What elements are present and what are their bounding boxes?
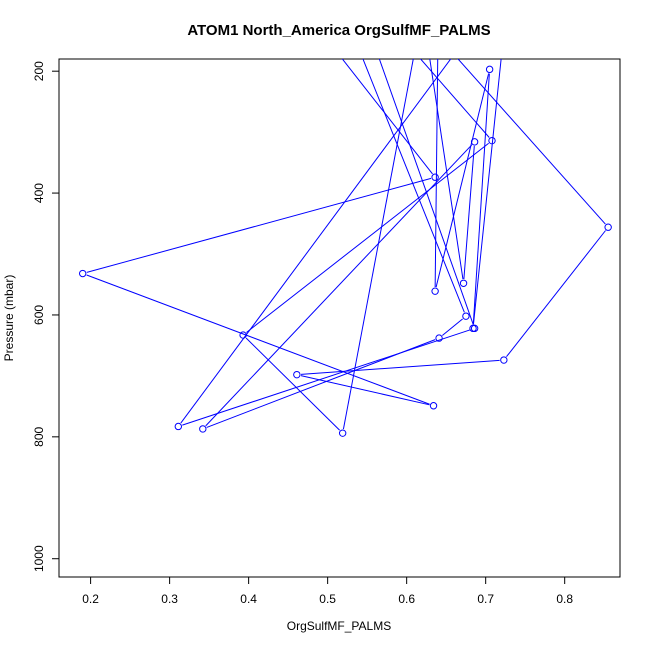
data-point (199, 425, 207, 433)
series-line-segment (245, 337, 341, 431)
data-point (470, 138, 479, 146)
y-axis-label: Pressure (mbar) (2, 275, 16, 362)
y-tick-label: 200 (32, 61, 46, 81)
data-point (431, 287, 439, 295)
data-point (79, 269, 87, 278)
data-point (174, 422, 183, 431)
y-tick-label: 400 (32, 183, 46, 203)
series-line-segment (435, 73, 490, 288)
x-tick-label: 0.8 (556, 592, 573, 606)
x-axis: 0.2 0.3 0.4 0.5 0.6 0.7 0.8 (82, 577, 573, 606)
y-tick-label: 800 (32, 427, 46, 447)
series-line-segment (300, 375, 430, 406)
x-tick-label: 0.5 (319, 592, 336, 606)
series-line-segment (86, 274, 430, 405)
series-line-segment (441, 318, 463, 336)
series-line-segment (472, 73, 490, 325)
data-point (462, 312, 470, 320)
y-tick-label: 600 (32, 305, 46, 325)
x-tick-label: 0.6 (398, 592, 415, 606)
data-point (239, 331, 247, 339)
series-line-segment (206, 339, 436, 428)
series-line-segment (506, 230, 606, 358)
data-point (604, 223, 612, 231)
series-line-segment (429, 59, 464, 280)
data-point (338, 429, 347, 437)
data-point (488, 136, 496, 145)
data-point (431, 173, 439, 181)
series-line-segment (246, 142, 489, 333)
data-point (500, 356, 508, 364)
series-line-segment (378, 59, 474, 325)
data-point (485, 65, 494, 74)
data-point (459, 279, 468, 287)
x-tick-label: 0.2 (82, 592, 99, 606)
x-tick-label: 0.4 (240, 592, 257, 606)
data-point (435, 334, 443, 342)
series-line-segment (86, 177, 432, 273)
series-line-segment (180, 59, 452, 424)
data-point (470, 324, 479, 333)
series-line-segment (342, 59, 414, 430)
y-tick-label: 1000 (32, 545, 46, 572)
series-line-segment (419, 59, 490, 138)
chart-title: ATOM1 North_America OrgSulfMF_PALMS (187, 22, 490, 39)
data-point (429, 402, 438, 410)
series-line-segment (463, 146, 475, 280)
series-line-segment (362, 59, 465, 313)
y-axis: 200 400 600 800 1000 (32, 61, 59, 572)
series-line-segment (205, 144, 473, 427)
series-line-segment (341, 59, 433, 175)
series-line-segment (457, 59, 606, 225)
x-tick-label: 0.7 (477, 592, 494, 606)
plot-frame (58, 58, 621, 578)
series-layer (79, 59, 612, 437)
data-point (293, 370, 301, 379)
series-line-segment (300, 359, 500, 375)
series-line-segment (472, 59, 502, 325)
x-axis-label: OrgSulfMF_PALMS (287, 619, 391, 633)
x-tick-label: 0.3 (161, 592, 178, 606)
series-line-segment (182, 329, 471, 426)
